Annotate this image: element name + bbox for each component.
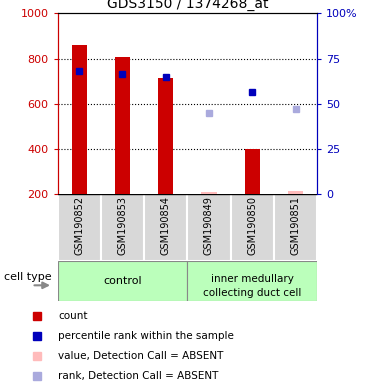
Text: GSM190850: GSM190850 [247, 196, 257, 255]
Text: GSM190852: GSM190852 [74, 196, 84, 255]
Bar [231, 194, 274, 261]
Text: count: count [58, 311, 88, 321]
Bar [115, 58, 130, 194]
Text: cell type: cell type [4, 272, 51, 283]
Bar [187, 261, 317, 301]
Text: rank, Detection Call = ABSENT: rank, Detection Call = ABSENT [58, 371, 219, 381]
Bar [58, 194, 101, 261]
Text: GSM190854: GSM190854 [161, 196, 171, 255]
Text: GSM190851: GSM190851 [290, 196, 301, 255]
Text: inner medullary: inner medullary [211, 274, 294, 284]
Bar [158, 78, 173, 194]
Text: value, Detection Call = ABSENT: value, Detection Call = ABSENT [58, 351, 224, 361]
Bar [201, 192, 217, 194]
Text: percentile rank within the sample: percentile rank within the sample [58, 331, 234, 341]
Text: collecting duct cell: collecting duct cell [203, 288, 302, 298]
Text: control: control [103, 276, 142, 286]
Text: GSM190853: GSM190853 [118, 196, 127, 255]
Bar [58, 261, 187, 301]
Bar [274, 194, 317, 261]
Bar [72, 45, 87, 194]
Title: GDS3150 / 1374268_at: GDS3150 / 1374268_at [106, 0, 268, 11]
Text: GSM190849: GSM190849 [204, 196, 214, 255]
Bar [187, 194, 231, 261]
Bar [144, 194, 187, 261]
Bar [245, 149, 260, 194]
Bar [101, 194, 144, 261]
Bar [288, 190, 303, 194]
